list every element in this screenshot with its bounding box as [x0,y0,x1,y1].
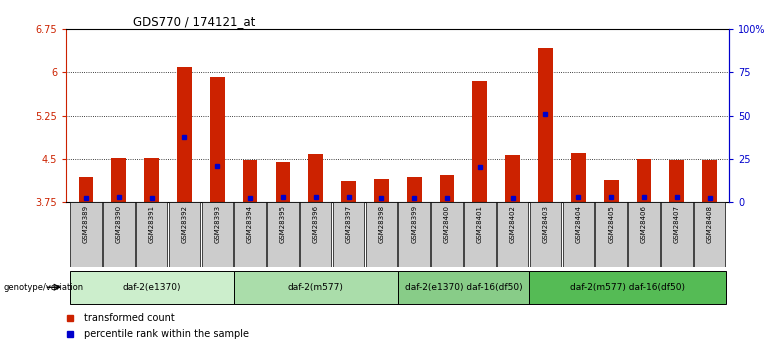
FancyBboxPatch shape [661,202,693,267]
Bar [210,77,225,202]
Bar [243,160,257,202]
FancyBboxPatch shape [234,271,398,304]
FancyBboxPatch shape [268,202,299,267]
FancyBboxPatch shape [333,202,364,267]
FancyBboxPatch shape [300,202,332,267]
Bar [79,177,94,202]
Text: GSM28406: GSM28406 [641,205,647,243]
Bar [702,160,717,202]
Bar [636,159,651,202]
Text: GSM28403: GSM28403 [543,205,548,243]
Text: transformed count: transformed count [84,313,175,323]
Text: GSM28396: GSM28396 [313,205,319,243]
Bar [374,179,388,202]
FancyBboxPatch shape [70,202,101,267]
Text: percentile rank within the sample: percentile rank within the sample [84,329,249,339]
FancyBboxPatch shape [530,202,562,267]
Text: GSM28404: GSM28404 [576,205,581,243]
FancyBboxPatch shape [399,202,430,267]
FancyBboxPatch shape [431,202,463,267]
Text: GSM28389: GSM28389 [83,205,89,243]
Text: GSM28394: GSM28394 [247,205,253,243]
FancyBboxPatch shape [562,202,594,267]
Bar [308,154,323,202]
Text: GSM28400: GSM28400 [444,205,450,243]
FancyBboxPatch shape [366,202,397,267]
Text: GSM28391: GSM28391 [149,205,154,243]
FancyBboxPatch shape [136,202,168,267]
FancyBboxPatch shape [103,202,135,267]
Text: GSM28402: GSM28402 [509,205,516,243]
FancyBboxPatch shape [234,202,266,267]
Text: GSM28390: GSM28390 [115,205,122,243]
Bar [505,155,520,202]
Text: daf-2(e1370) daf-16(df50): daf-2(e1370) daf-16(df50) [405,283,523,292]
Text: genotype/variation: genotype/variation [3,283,83,292]
FancyBboxPatch shape [464,202,495,267]
Text: GSM28407: GSM28407 [674,205,680,243]
Text: GSM28393: GSM28393 [215,205,220,243]
Bar [275,161,290,202]
FancyBboxPatch shape [69,271,234,304]
FancyBboxPatch shape [694,202,725,267]
Bar [407,177,422,202]
Text: GSM28405: GSM28405 [608,205,614,243]
Bar [473,81,488,202]
Text: daf-2(e1370): daf-2(e1370) [122,283,181,292]
FancyBboxPatch shape [168,202,200,267]
Bar [669,160,684,202]
Bar [341,180,356,202]
Text: daf-2(m577): daf-2(m577) [288,283,344,292]
Bar [604,180,619,202]
Text: GSM28392: GSM28392 [182,205,187,243]
Bar [144,158,159,202]
Text: GDS770 / 174121_at: GDS770 / 174121_at [133,15,255,28]
FancyBboxPatch shape [497,202,528,267]
FancyBboxPatch shape [628,202,660,267]
FancyBboxPatch shape [529,271,726,304]
Bar [177,67,192,202]
Text: GSM28401: GSM28401 [477,205,483,243]
Bar [440,175,455,202]
Text: GSM28398: GSM28398 [378,205,385,243]
Text: GSM28395: GSM28395 [280,205,286,243]
Text: GSM28399: GSM28399 [411,205,417,243]
Text: daf-2(m577) daf-16(df50): daf-2(m577) daf-16(df50) [570,283,685,292]
Text: GSM28397: GSM28397 [346,205,352,243]
Bar [538,48,553,202]
FancyBboxPatch shape [398,271,529,304]
FancyBboxPatch shape [201,202,233,267]
Bar [112,158,126,202]
Bar [571,153,586,202]
FancyBboxPatch shape [595,202,627,267]
Text: GSM28408: GSM28408 [707,205,713,243]
